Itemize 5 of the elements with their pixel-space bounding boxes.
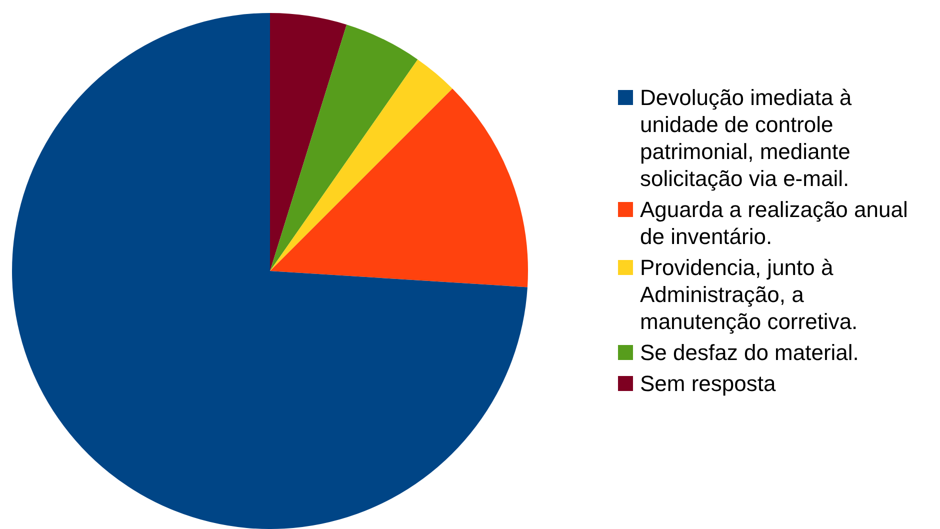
legend-label: Aguarda a realização anual de inventário. <box>640 196 909 250</box>
legend-label: Sem resposta <box>640 370 776 397</box>
legend-label: Se desfaz do material. <box>640 339 859 366</box>
legend-label: Devolução imediata à unidade de controle patrimonial, mediante solicitação via e-mail. <box>640 84 853 192</box>
legend-label: Providencia, junto à Administração, a manutenção corretiva. <box>640 254 859 335</box>
